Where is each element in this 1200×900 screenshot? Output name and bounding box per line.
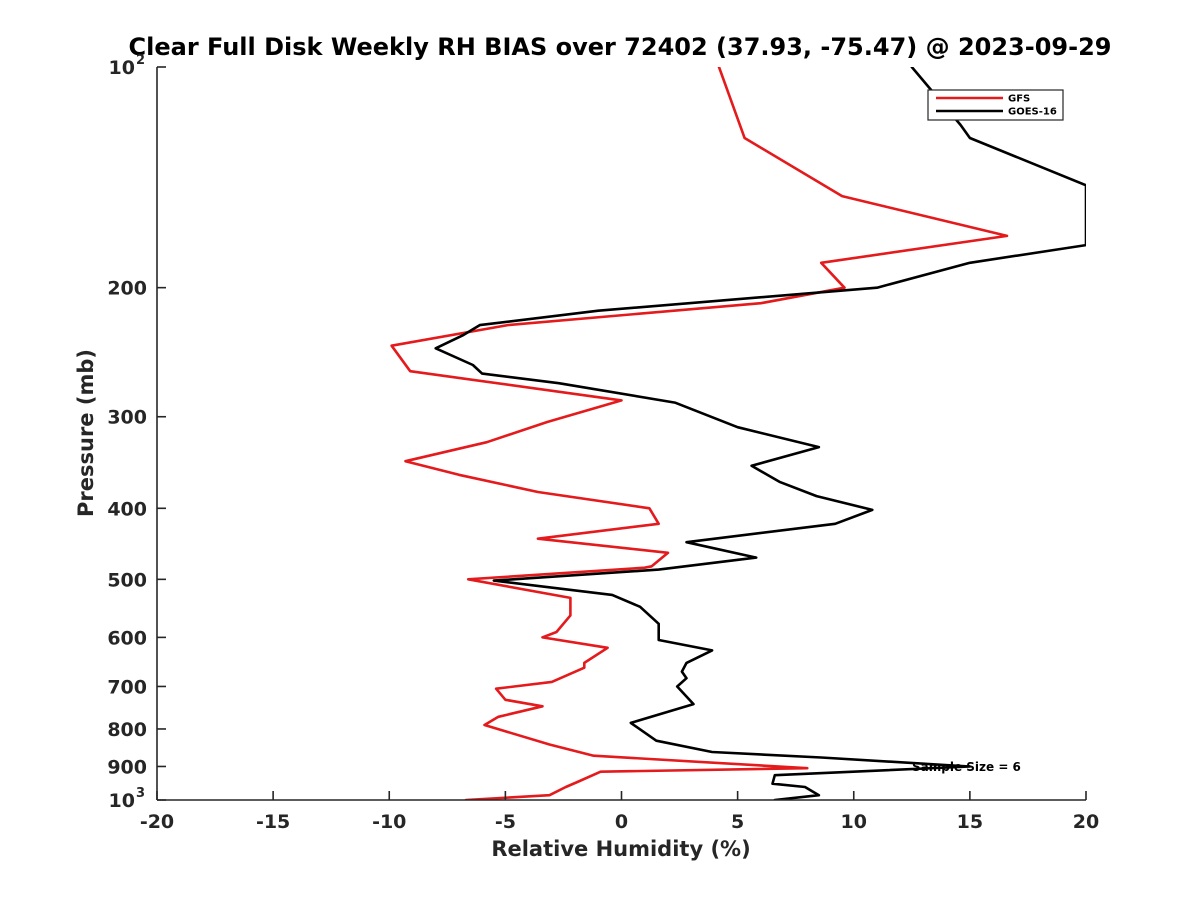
x-tick-label: 5 (731, 811, 744, 833)
axes-layer (156, 67, 1086, 801)
x-tick-label: 20 (1073, 811, 1099, 833)
legend-label-gfs: GFS (1008, 94, 1030, 105)
y-tick-label: 600 (107, 627, 147, 649)
y-tick-label: 300 (107, 407, 147, 429)
x-tick-label: -20 (140, 811, 174, 833)
y-tick-label: 800 (107, 719, 147, 741)
y-tick-superscript: 3 (136, 786, 145, 801)
legend-box (927, 89, 1064, 121)
x-tick-label: -10 (372, 811, 406, 833)
chart-title: Clear Full Disk Weekly RH BIAS over 7240… (129, 33, 1112, 61)
sample-size-annotation: Sample Size = 6 (912, 760, 1021, 774)
y-axis-label: Pressure (mb) (74, 349, 98, 517)
series-line-gfs (390, 67, 1009, 800)
y-tick-label: 400 (107, 498, 147, 520)
y-tick-superscript: 2 (136, 53, 145, 68)
x-tick-label: 0 (615, 811, 628, 833)
x-axis-label: Relative Humidity (%) (491, 837, 750, 861)
x-tick-label: 15 (957, 811, 983, 833)
legend: GFS GOES-16 (927, 89, 1064, 121)
y-tick-label: 10 (109, 57, 135, 79)
y-tick-label: 700 (107, 676, 147, 698)
series-layer (390, 67, 1086, 800)
series-line-goes16 (434, 67, 1086, 800)
y-tick-label: 10 (109, 790, 135, 812)
legend-label-goes16: GOES-16 (1008, 107, 1057, 118)
y-tick-label: 500 (107, 569, 147, 591)
x-tick-label: -5 (495, 811, 516, 833)
x-ticks: -20 -15 -10 -5 0 5 10 15 20 (140, 791, 1099, 833)
y-tick-label: 900 (107, 756, 147, 778)
y-tick-label: 200 (107, 278, 147, 300)
x-tick-label: 10 (841, 811, 867, 833)
x-tick-label: -15 (256, 811, 290, 833)
